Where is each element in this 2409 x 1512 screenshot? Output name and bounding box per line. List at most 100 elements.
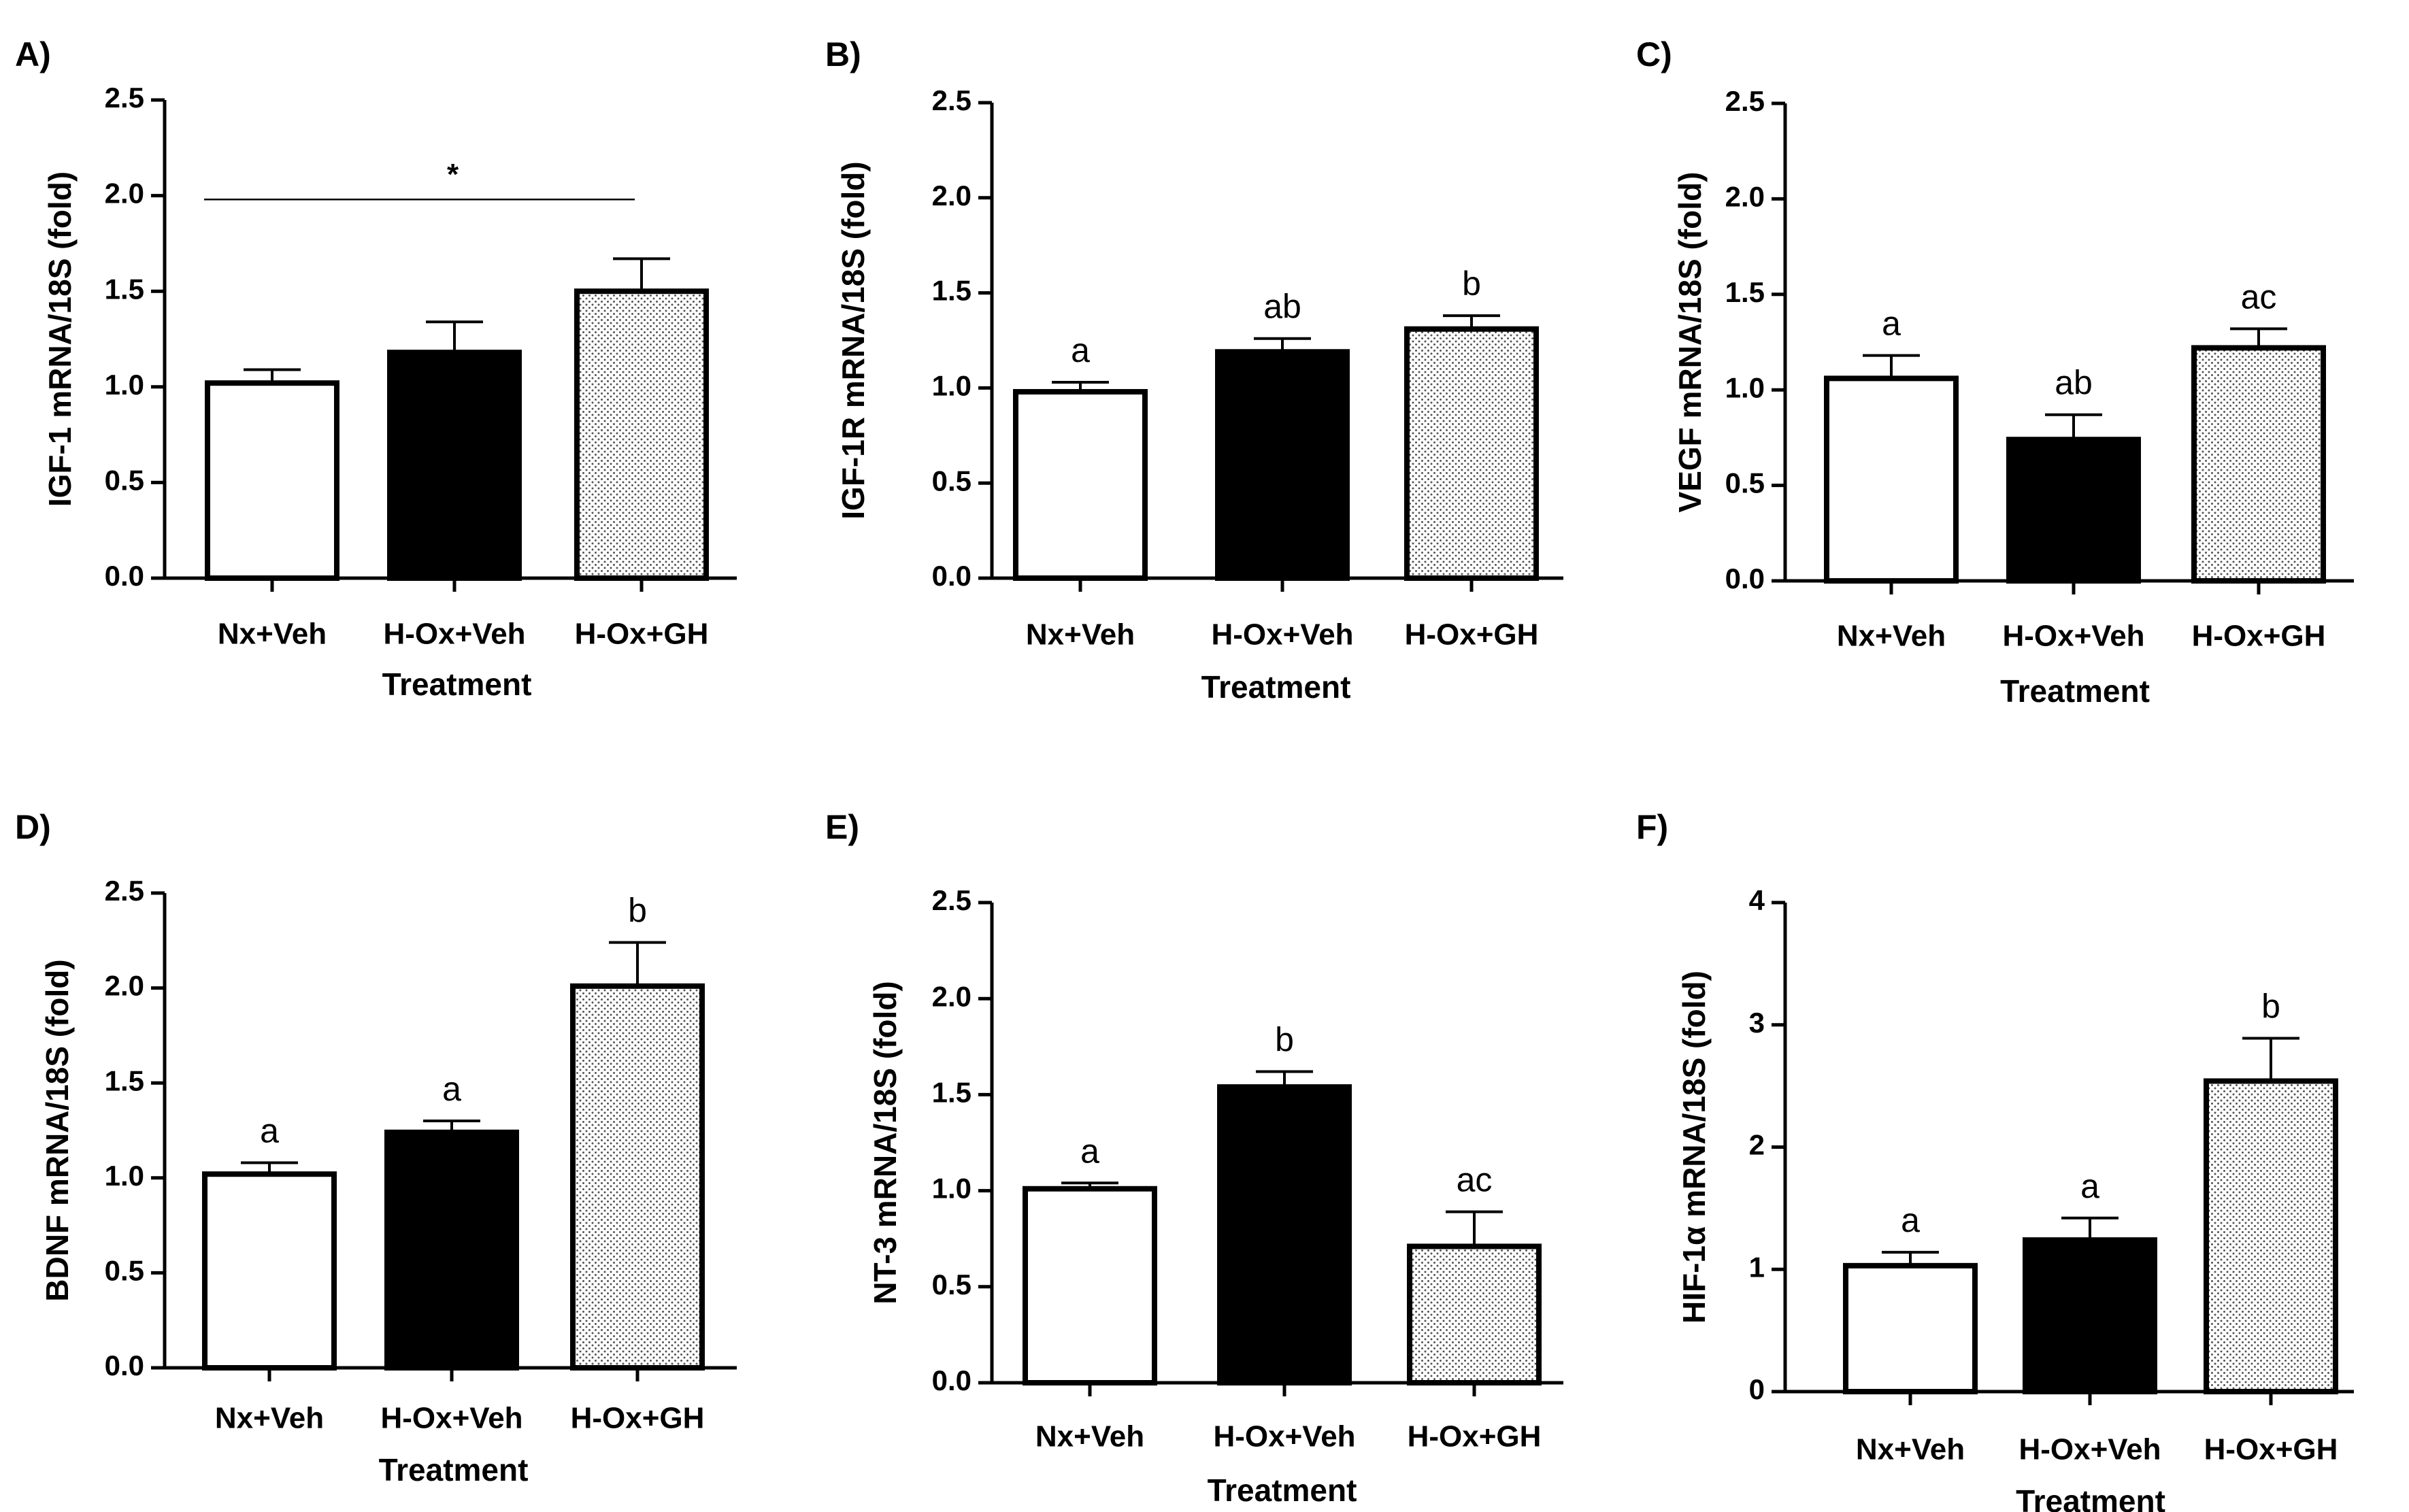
- chart-panel-3: C) VEGF mRNA/18S (fold) 0.0 0.5 1.0 1.5 2.0 2.5…: [1636, 35, 2354, 709]
- bar-nx-veh: [1824, 375, 1959, 584]
- y-tick-label: 2.5: [105, 82, 144, 114]
- y-axis-title: IGF-1 mRNA/18S (fold): [42, 171, 78, 507]
- x-axis-title: Treatment: [1201, 669, 1351, 705]
- y-tick-label: 0.0: [1725, 562, 1765, 594]
- significance-label: b: [628, 892, 647, 930]
- bar-h-ox-gh: [2204, 1078, 2338, 1395]
- error-bar: [426, 320, 483, 353]
- y-axis-title: NT-3 mRNA/18S (fold): [867, 981, 903, 1304]
- significance-label: a: [2080, 1167, 2099, 1205]
- y-tick-label: 2.0: [105, 178, 144, 209]
- error-bar: [1443, 314, 1500, 329]
- error-bar: [1254, 337, 1311, 352]
- panel-label: E): [825, 808, 859, 846]
- significance-label: a: [260, 1111, 279, 1149]
- chart-panel-4: D) BDNF mRNA/18S (fold) 0.0 0.5 1.0 1.5 2.0 2.5…: [15, 808, 737, 1488]
- y-tick-label: 0.5: [932, 1269, 971, 1300]
- y-axis-title: VEGF mRNA/18S (fold): [1672, 172, 1708, 513]
- error-bar: [2242, 1037, 2299, 1081]
- x-tick-label: H-Ox+GH: [2192, 620, 2326, 653]
- y-tick-label: 2: [1749, 1129, 1765, 1161]
- y-tick-label: 1.5: [932, 1076, 971, 1108]
- x-tick-label: H-Ox+Veh: [1213, 1420, 1355, 1454]
- panel-label: A): [15, 35, 51, 73]
- significance-label: ab: [2055, 364, 2093, 402]
- significance-label: ac: [2241, 278, 2277, 316]
- significance-label: a: [1080, 1132, 1099, 1170]
- significance-label: a: [1901, 1201, 1920, 1239]
- chart-panel-5: E) NT-3 mRNA/18S (fold) 0.0 0.5 1.0 1.5 2.0 2.5…: [825, 808, 1563, 1508]
- x-tick-label: H-Ox+GH: [1405, 618, 1539, 652]
- error-bar: [2061, 1216, 2119, 1241]
- x-tick-label: H-Ox+Veh: [1211, 618, 1353, 652]
- y-tick-label: 0.5: [105, 464, 144, 496]
- x-tick-label: Nx+Veh: [1026, 618, 1135, 652]
- y-tick-label: 0.5: [932, 465, 971, 497]
- significance-label: b: [2261, 988, 2280, 1026]
- bar-h-ox-gh: [570, 983, 705, 1371]
- y-tick-label: 2.0: [105, 970, 144, 1002]
- panel-label: C): [1636, 35, 1672, 73]
- error-bar: [1052, 381, 1109, 392]
- y-tick-label: 0.5: [105, 1254, 144, 1286]
- bar-h-ox-veh: [2023, 1237, 2157, 1394]
- error-bar: [2045, 413, 2102, 440]
- panel-label: D): [15, 808, 51, 846]
- significance-label: b: [1462, 265, 1481, 303]
- panel-label: F): [1636, 808, 1668, 846]
- x-tick-label: Nx+Veh: [215, 1402, 324, 1435]
- error-bar: [244, 368, 301, 384]
- bar-nx-veh: [1843, 1262, 1978, 1395]
- x-tick-label: Nx+Veh: [218, 618, 327, 651]
- error-bar: [2230, 327, 2287, 348]
- bar-nx-veh: [202, 1171, 337, 1371]
- significance-label: a: [442, 1070, 461, 1108]
- y-tick-label: 1.0: [1725, 371, 1765, 403]
- bar-h-ox-veh: [1217, 1084, 1352, 1385]
- chart-panel-1: A) IGF-1 mRNA/18S (fold) 0.0 0.5 1.0 1.5 2.0 2.…: [15, 35, 737, 702]
- significance-label: ab: [1263, 288, 1301, 326]
- panel-label: B): [825, 35, 861, 73]
- x-axis-title: Treatment: [2000, 673, 2150, 709]
- x-tick-label: H-Ox+Veh: [2002, 620, 2144, 653]
- x-tick-label: H-Ox+GH: [575, 618, 709, 651]
- y-tick-label: 0.5: [1725, 467, 1765, 499]
- y-tick-label: 2.5: [1725, 85, 1765, 117]
- y-tick-label: 1.0: [932, 369, 971, 401]
- y-tick-label: 1.0: [932, 1173, 971, 1205]
- x-axis-title: Treatment: [382, 667, 532, 702]
- y-axis-title: IGF-1R mRNA/18S (fold): [835, 161, 871, 519]
- bar-h-ox-gh: [574, 288, 709, 581]
- error-bar: [1256, 1070, 1313, 1088]
- error-bar: [423, 1120, 480, 1132]
- bar-h-ox-gh: [2191, 345, 2326, 584]
- significance-label: a: [1071, 331, 1090, 369]
- bar-h-ox-veh: [384, 1129, 519, 1371]
- x-axis-title: Treatment: [2016, 1483, 2165, 1512]
- error-bar: [1446, 1210, 1503, 1247]
- y-tick-label: 1: [1749, 1251, 1765, 1283]
- y-tick-label: 2.0: [1725, 180, 1765, 212]
- x-tick-label: Nx+Veh: [1837, 620, 1946, 653]
- y-tick-label: 1.5: [1725, 276, 1765, 308]
- y-tick-label: 0.0: [105, 1349, 144, 1381]
- y-tick-label: 1.0: [105, 369, 144, 401]
- y-tick-label: 2.5: [932, 884, 971, 916]
- x-tick-label: H-Ox+GH: [571, 1402, 705, 1435]
- y-tick-label: 1.5: [932, 275, 971, 307]
- y-tick-label: 1.5: [105, 273, 144, 305]
- y-tick-label: 2.5: [932, 84, 971, 116]
- error-bar: [241, 1161, 298, 1175]
- bar-h-ox-gh: [1407, 1243, 1542, 1385]
- x-tick-label: H-Ox+Veh: [380, 1402, 522, 1435]
- error-bar: [1882, 1251, 1939, 1266]
- y-tick-label: 2.0: [932, 180, 971, 212]
- significance-label: ac: [1457, 1161, 1493, 1199]
- y-tick-label: 0.0: [932, 560, 971, 592]
- y-tick-label: 1.5: [105, 1064, 144, 1096]
- y-tick-label: 0.0: [105, 560, 144, 592]
- y-tick-label: 1.0: [105, 1160, 144, 1192]
- x-tick-label: H-Ox+Veh: [2018, 1433, 2161, 1466]
- bar-h-ox-veh: [387, 350, 522, 582]
- x-tick-label: H-Ox+Veh: [383, 618, 525, 651]
